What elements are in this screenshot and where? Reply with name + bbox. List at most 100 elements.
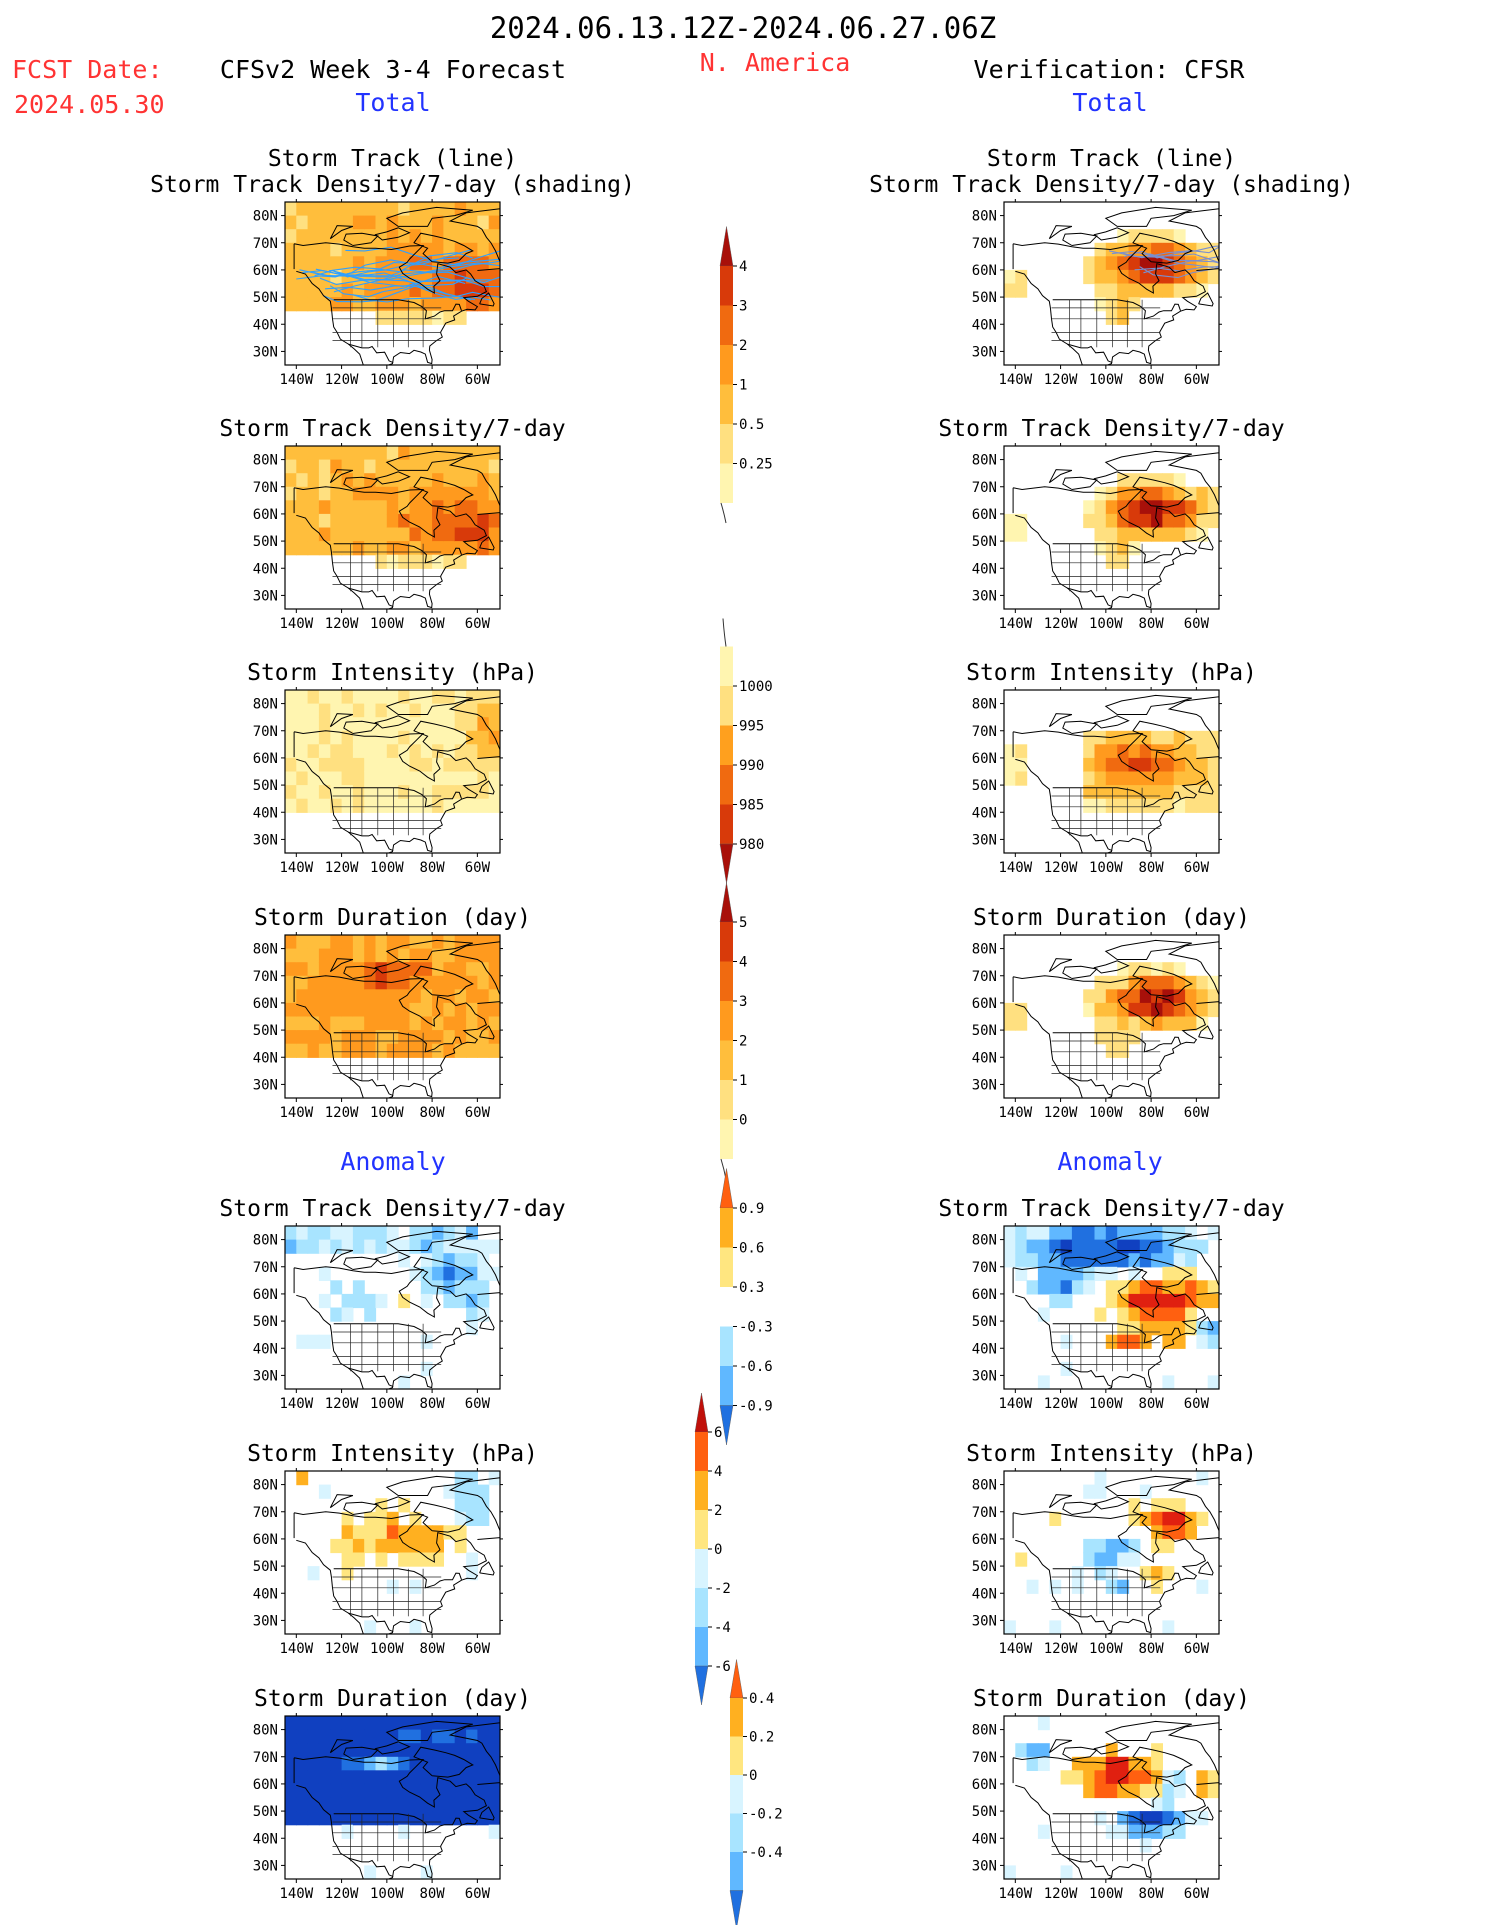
colorbar-segment bbox=[720, 266, 733, 306]
shading-cell bbox=[296, 1016, 309, 1031]
shading-cell bbox=[285, 513, 297, 529]
region-label: N. America bbox=[700, 48, 851, 77]
shading-cell bbox=[409, 1743, 422, 1758]
shading-cell bbox=[307, 500, 320, 515]
shading-cell bbox=[318, 513, 331, 529]
shading-cell bbox=[1117, 1253, 1130, 1268]
lat-tick-label: 80N bbox=[972, 209, 997, 225]
lat-tick-label: 60N bbox=[253, 996, 278, 1012]
shading-cell bbox=[443, 975, 456, 990]
shading-cell bbox=[454, 500, 467, 515]
shading-cell bbox=[409, 1538, 422, 1554]
panel-title: Storm Intensity (hPa) bbox=[247, 1441, 538, 1467]
shading-cell bbox=[432, 690, 444, 705]
island-outline bbox=[1104, 450, 1192, 471]
shading-cell bbox=[409, 297, 422, 312]
shading-cell bbox=[1083, 1756, 1096, 1771]
shading-cell bbox=[341, 935, 354, 950]
lat-tick-label: 70N bbox=[253, 969, 278, 985]
island-outline bbox=[479, 292, 495, 307]
shading-cell bbox=[364, 1716, 377, 1731]
shading-cell bbox=[352, 1293, 365, 1309]
shading-cell bbox=[1117, 500, 1130, 515]
island-outline bbox=[1062, 476, 1098, 490]
storm-track bbox=[1134, 266, 1219, 272]
colorbar-duration_anom: 0.40.20-0.2-0.4 bbox=[729, 1659, 783, 1925]
shading-cell bbox=[1128, 1321, 1141, 1336]
coastline bbox=[294, 975, 488, 1098]
shading-cell bbox=[386, 473, 399, 488]
shading-cell bbox=[330, 1226, 343, 1241]
shading-cell bbox=[1162, 798, 1175, 813]
shading-cell bbox=[454, 1538, 467, 1554]
coastlines bbox=[1012, 1720, 1219, 1879]
shading-cell bbox=[488, 1783, 500, 1799]
shading-cell bbox=[330, 1811, 343, 1826]
shading-cell bbox=[330, 935, 343, 950]
panel-title: Storm Duration (day) bbox=[973, 905, 1250, 931]
shading-cell bbox=[1196, 256, 1209, 271]
shading-cells bbox=[285, 690, 500, 813]
shading-cell bbox=[318, 717, 331, 732]
shading-cell bbox=[443, 730, 456, 745]
shading-cell bbox=[1060, 1280, 1073, 1295]
country-border bbox=[1067, 587, 1113, 608]
shading-cell bbox=[398, 744, 411, 759]
island-outline bbox=[343, 476, 379, 490]
shading-cell bbox=[352, 771, 365, 786]
shading-cell bbox=[477, 1280, 490, 1295]
shading-cell bbox=[409, 554, 422, 569]
shading-cell bbox=[1026, 1226, 1039, 1241]
shading-cell bbox=[330, 1783, 343, 1799]
shading-cell bbox=[352, 513, 365, 529]
shading-cell bbox=[318, 1334, 331, 1349]
panel-frame bbox=[284, 689, 501, 854]
shading-cell bbox=[454, 242, 467, 257]
shading-cell bbox=[318, 541, 331, 556]
lat-tick-label: 40N bbox=[972, 1831, 997, 1847]
panel-title: Storm Track Density/7-day (shading) bbox=[869, 172, 1354, 198]
shading-cell bbox=[341, 229, 354, 244]
shading-cell bbox=[341, 513, 354, 529]
shading-cell bbox=[285, 948, 297, 963]
shading-cell bbox=[1196, 1334, 1209, 1349]
shading-cell bbox=[375, 1538, 388, 1554]
shading-cell bbox=[1094, 256, 1107, 271]
shading-cell bbox=[1037, 1307, 1050, 1322]
shading-cell bbox=[420, 1043, 433, 1058]
colorbar-density_anom: 0.90.60.3-0.3-0.6-0.9 bbox=[719, 1168, 773, 1446]
shading-cell bbox=[454, 1783, 467, 1799]
shading-cell bbox=[352, 1239, 365, 1254]
shading-cell bbox=[1015, 1266, 1028, 1281]
island-outline bbox=[374, 227, 411, 241]
shading-cell bbox=[420, 513, 433, 529]
island-outline bbox=[1132, 476, 1193, 508]
shading-cell bbox=[454, 513, 467, 529]
shading-cell bbox=[341, 1538, 354, 1554]
shading-cell bbox=[1128, 1016, 1141, 1031]
lon-tick-label: 100W bbox=[370, 616, 404, 632]
shading-cell bbox=[398, 215, 411, 230]
shading-cell bbox=[352, 446, 365, 461]
shading-cell bbox=[488, 703, 500, 718]
shading-cell bbox=[1037, 1716, 1050, 1731]
shading-cell bbox=[1094, 541, 1107, 556]
country-border bbox=[333, 299, 462, 320]
shading-cell bbox=[1105, 1783, 1118, 1799]
country-border bbox=[1067, 343, 1113, 364]
lon-tick-label: 120W bbox=[325, 1886, 359, 1902]
shading-cell bbox=[454, 962, 467, 977]
lat-tick-label: 60N bbox=[253, 751, 278, 767]
shading-cell bbox=[1151, 785, 1163, 800]
shading-cell bbox=[285, 730, 297, 745]
map-panel-vf_duration_anom: Storm Duration (day)140W 120W 100W 80W 60W80… bbox=[972, 1686, 1250, 1902]
shading-cell bbox=[375, 798, 388, 813]
shading-cell bbox=[375, 215, 388, 230]
shading-cell bbox=[330, 1239, 343, 1254]
shading-cells bbox=[1004, 229, 1219, 325]
colorbar-segment bbox=[730, 1813, 743, 1852]
shading-cell bbox=[364, 1293, 377, 1309]
shading-cell bbox=[1139, 269, 1152, 285]
island-outline bbox=[1198, 536, 1214, 551]
shading-cell bbox=[1162, 962, 1175, 977]
